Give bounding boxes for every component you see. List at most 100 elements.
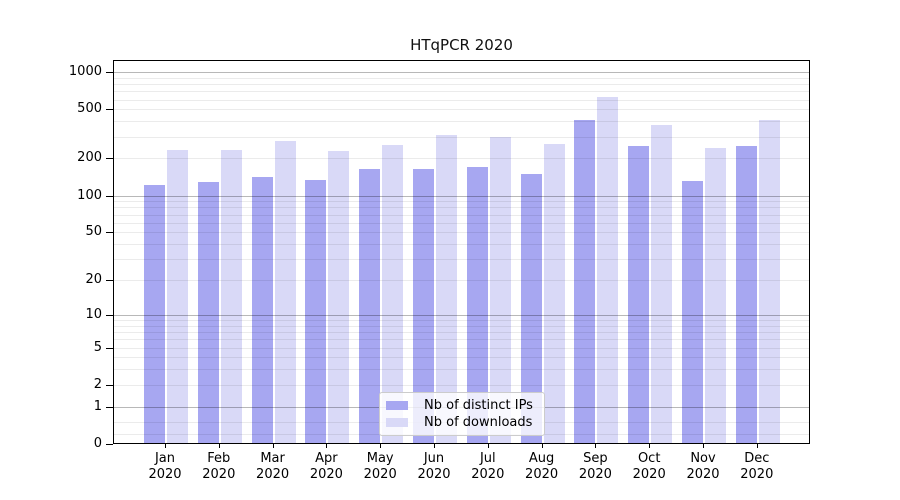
gridline-minor [114,91,809,93]
y-tick-label-20: 20 [85,272,102,288]
y-tick-1000 [106,72,113,73]
legend-swatch-downloads-icon [386,418,408,427]
x-tick-oct [649,444,651,448]
bar-downloads-dec [758,120,780,443]
x-tick-label-sep: Sep 2020 [567,451,623,482]
bar-downloads-feb [220,149,242,443]
gridline-minor [114,158,809,160]
gridline-minor [114,357,809,359]
gridline-minor [114,77,809,79]
x-label-month: Nov [690,451,716,466]
x-label-month: Aug [528,451,555,466]
gridline-major [114,72,809,73]
legend-item-distinct-ips: Nb of distinct IPs [386,397,536,414]
x-tick-label-dec: Dec 2020 [729,451,785,482]
x-tick-nov [703,444,704,448]
bar-downloads-nov [705,147,726,443]
y-tick-20 [106,280,113,281]
x-label-year: 2020 [632,466,666,482]
y-tick-10 [106,315,113,316]
gridline-minor [114,84,809,85]
legend-label-downloads: Nb of downloads [424,415,533,430]
bar-distinct-ips-dec [735,145,757,443]
y-tick-label-0: 0 [93,436,102,451]
gridline-minor [114,259,809,261]
bar-downloads-jun [436,134,457,443]
gridline-minor [114,320,809,321]
y-tick-label-1000: 1000 [68,64,102,79]
x-label-year: 2020 [740,466,774,482]
gridline-minor [114,201,809,203]
bar-downloads-may [382,145,404,443]
plot-area [113,60,810,444]
x-label-month: Jul [479,451,496,466]
x-tick-apr [326,444,328,448]
x-tick-label-apr: Apr 2020 [298,451,354,482]
gridline-minor [114,280,809,282]
bar-distinct-ips-jul [466,166,488,443]
y-tick-label-10: 10 [85,306,102,322]
bar-distinct-ips-feb [197,182,219,443]
y-tick-500 [106,109,113,110]
y-tick-2 [106,385,113,386]
gridline-minor [114,207,809,209]
chart-title: HTqPCR 2020 [410,36,513,54]
bar-downloads-aug [543,144,565,443]
x-tick-feb [218,444,220,448]
x-label-month: Dec [744,451,770,466]
gridline-minor [114,325,809,327]
y-tick-label-2: 2 [93,376,102,392]
gridline-minor [114,369,809,371]
bar-downloads-apr [328,150,350,443]
gridline-minor [114,232,809,234]
x-tick-label-jun: Jun 2020 [406,451,462,482]
gridline-minor [114,222,809,224]
x-tick-label-jul: Jul 2020 [460,451,516,482]
y-tick-label-50: 50 [85,224,102,240]
gridline-minor [114,136,809,138]
x-tick-jan [165,444,166,448]
x-label-month: Sep [583,451,608,466]
x-tick-label-oct: Oct 2020 [621,451,677,482]
gridline-minor [114,339,809,341]
x-tick-jul [487,444,489,448]
x-label-year: 2020 [525,466,559,482]
y-tick-200 [106,158,113,159]
bar-distinct-ips-mar [251,177,273,443]
x-tick-may [380,444,382,448]
bar-downloads-sep [597,97,619,443]
x-tick-label-aug: Aug 2020 [514,451,570,482]
bar-downloads-jan [167,150,188,443]
x-label-month: May [366,451,394,466]
gridline-minor [114,214,809,216]
y-tick-100 [106,196,113,197]
y-tick-label-5: 5 [93,339,102,355]
bar-downloads-mar [274,140,296,443]
bar-downloads-jul [489,137,511,443]
x-tick-label-feb: Feb 2020 [191,451,247,482]
x-label-month: Feb [207,451,231,466]
x-label-year: 2020 [309,466,343,482]
bar-downloads-oct [651,124,673,443]
bar-distinct-ips-oct [628,145,650,443]
x-label-month: Apr [315,451,338,466]
gridline-minor [114,384,809,386]
bar-distinct-ips-jun [413,169,434,443]
legend-label-distinct-ips: Nb of distinct IPs [424,398,533,413]
gridline-minor [114,332,809,333]
bar-distinct-ips-apr [305,180,327,443]
y-tick-1 [106,407,113,408]
legend: Nb of distinct IPs Nb of downloads [379,392,545,436]
y-tick-label-500: 500 [77,101,102,117]
x-label-year: 2020 [148,466,182,482]
x-tick-aug [541,444,543,448]
legend-swatch-ips-icon [386,401,408,410]
gridline-minor [114,121,809,123]
x-tick-label-nov: Nov 2020 [675,451,731,482]
x-label-year: 2020 [686,466,720,482]
x-label-year: 2020 [417,466,451,482]
x-label-month: Mar [260,451,285,466]
x-label-month: Oct [637,451,661,466]
bar-distinct-ips-jan [144,184,165,443]
x-tick-label-may: May 2020 [352,451,408,482]
